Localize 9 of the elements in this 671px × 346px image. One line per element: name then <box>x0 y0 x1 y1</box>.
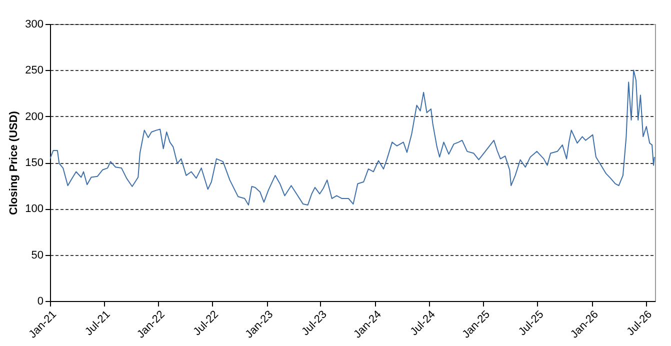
y-tick-label: 100 <box>25 203 44 216</box>
y-tick-label: 150 <box>25 157 44 169</box>
y-tick-label: 200 <box>25 110 44 123</box>
y-tick-label: 0 <box>37 296 44 308</box>
y-tick-label: 300 <box>25 18 44 30</box>
y-tick-label: 50 <box>31 249 44 262</box>
y-axis-title: Closing Price (USD) <box>8 110 20 215</box>
line-series <box>50 70 655 206</box>
y-tick-label: 250 <box>25 64 44 77</box>
